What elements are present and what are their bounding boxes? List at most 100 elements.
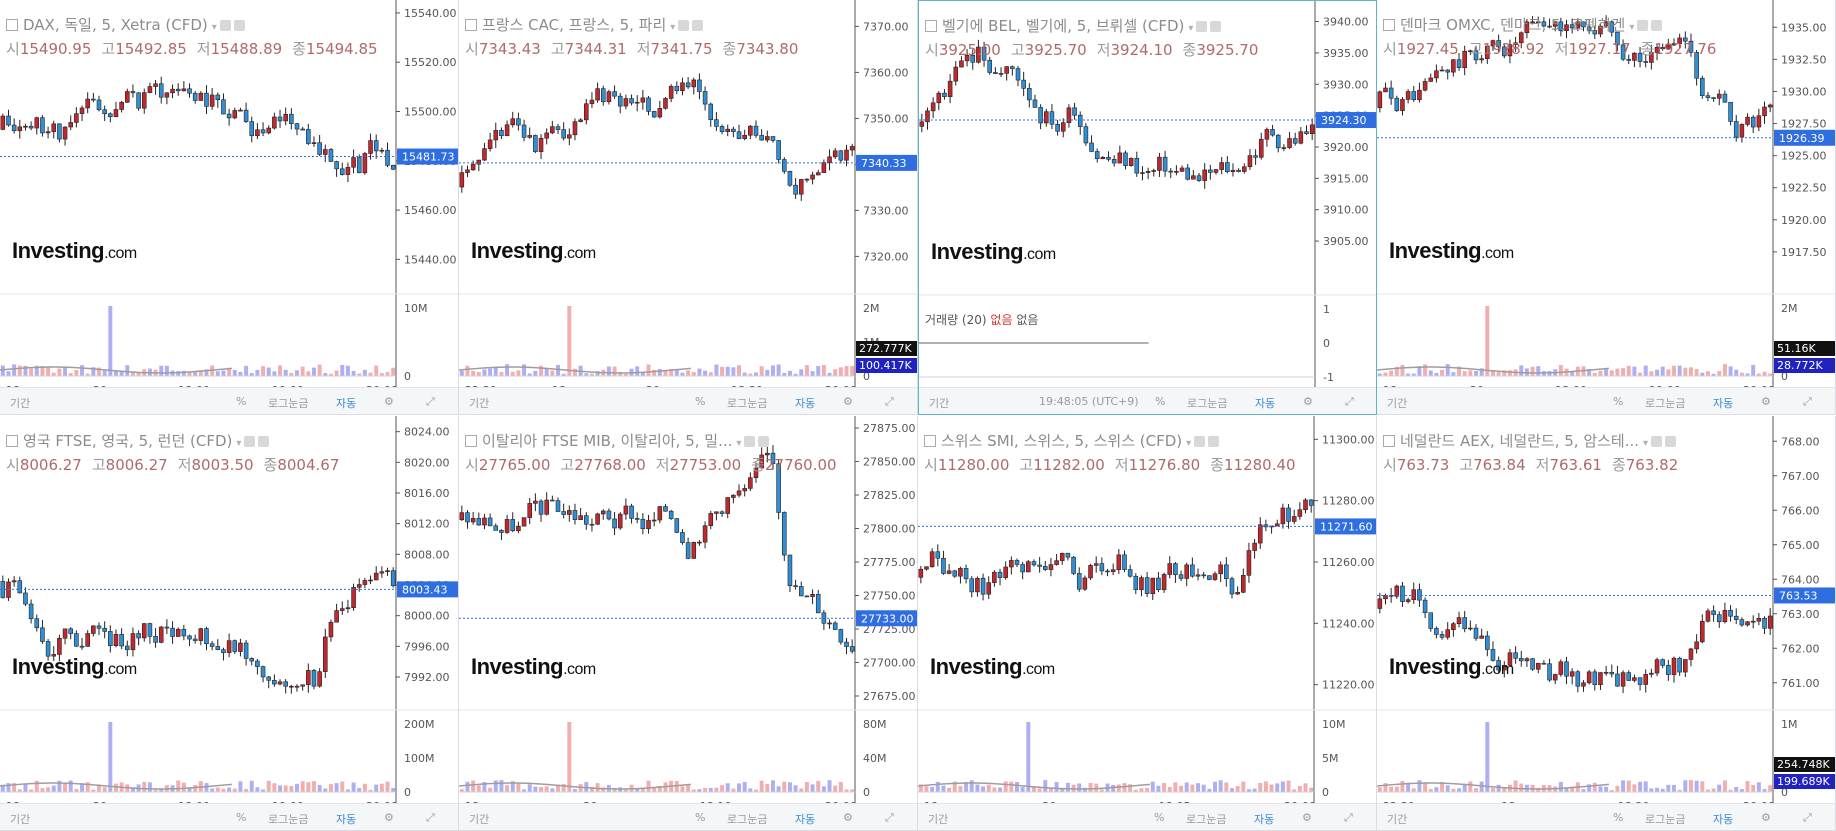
volume-bar: [725, 366, 730, 376]
chart-svg[interactable]: 7370.007360.007350.007340.007330.007320.…: [459, 0, 918, 415]
volume-bar: [527, 373, 532, 376]
candle-body: [844, 149, 849, 161]
volume-average-line: [918, 782, 1151, 790]
volume-tick-label: 10M: [1322, 718, 1346, 731]
candle-body: [946, 570, 952, 574]
chart-title[interactable]: 영국 FTSE, 영국, 5, 런던 (CFD) ▾: [6, 430, 270, 451]
candle-body: [1185, 167, 1190, 180]
candle-body: [1649, 52, 1654, 63]
volume-bar: [981, 786, 986, 792]
chart-svg[interactable]: 1935.00 1932.50 1930.00 1927.50 1925.00 1922.…: [1377, 0, 1836, 415]
candle-body: [1026, 561, 1031, 573]
chart-title[interactable]: 이탈리아 FTSE MIB, 이탈리아, 5, 밀... ▾: [465, 430, 770, 451]
volume-indicator-label[interactable]: 거래량 (20) 없음 없음: [925, 311, 1038, 328]
y-tick-label: 11300.00: [1322, 433, 1375, 446]
chart-title[interactable]: DAX, 독일, 5, Xetra (CFD) ▾: [6, 14, 245, 35]
candle-body: [1637, 52, 1643, 62]
volume-bar: [323, 788, 328, 792]
chart-panel[interactable]: 1935.00 1932.50 1930.00 1927.50 1925.00 1922.…: [1377, 0, 1836, 415]
volume-bar: [1020, 787, 1025, 792]
volume-average-line: [459, 366, 692, 374]
candle-body: [40, 627, 45, 642]
settings-icon: [1208, 436, 1220, 447]
candle-body: [11, 124, 17, 132]
volume-bar: [992, 787, 997, 792]
candle-body: [356, 157, 362, 174]
candle-body: [980, 577, 986, 595]
volume-bar: [1406, 782, 1411, 792]
volume-bar: [362, 783, 367, 792]
chart-title[interactable]: 네덜란드 AEX, 네덜란드, 5, 암스테... ▾: [1383, 430, 1677, 451]
candle-body: [776, 140, 781, 160]
ohlc-readout: 시763.73 고763.84 저763.61 종763.82: [1383, 454, 1688, 475]
candle-body: [742, 488, 747, 492]
chart-svg[interactable]: 8024.00 8020.00 8016.00 8012.00 8008.00 8004.…: [0, 416, 459, 831]
candle-body: [1586, 671, 1592, 684]
candle-body: [1552, 674, 1558, 681]
chart-panel[interactable]: 11300.00 11280.00 11260.00 11240.00 11220.00…: [918, 416, 1377, 831]
chart-svg[interactable]: 27875.00 27850.00 27825.00 27800.00 27775.00…: [459, 416, 918, 831]
chart-panel[interactable]: 27875.00 27850.00 27825.00 27800.00 27775.00…: [459, 416, 918, 831]
volume-bar: [601, 787, 606, 792]
investing-logo: Investing.com: [471, 654, 596, 680]
candle-body: [1049, 111, 1055, 125]
volume-bar: [754, 789, 758, 792]
chart-panel[interactable]: 7370.007360.007350.007340.007330.007320.…: [459, 0, 918, 415]
candle-body: [1722, 609, 1728, 623]
chart-title[interactable]: 스위스 SMI, 스위스, 5, 스위스 (CFD) ▾: [924, 430, 1220, 451]
chart-svg[interactable]: 15540.0015520.0015500.0015480.0015460.00…: [0, 0, 459, 415]
candle-body: [85, 98, 90, 109]
chart-title[interactable]: 벨기에 BEL, 벨기에, 5, 브뤼셀 (CFD) ▾: [925, 15, 1222, 36]
candle-body: [1173, 563, 1178, 576]
chart-title[interactable]: 덴마크 OMXC, 덴마크, 5, 코펜하겐 ▾: [1383, 14, 1663, 35]
candle-body: [1246, 550, 1252, 576]
candle-body: [1072, 107, 1077, 116]
volume-bar: [465, 781, 470, 792]
volume-bar: [1751, 784, 1756, 792]
volume-bar: [804, 782, 809, 792]
chart-panel[interactable]: 768.00 767.00 766.00 765.00 764.00 763.00 762.…: [1377, 416, 1836, 831]
chart-panel[interactable]: 15540.0015520.0015500.0015480.0015460.00…: [0, 0, 459, 415]
candle-body: [108, 631, 113, 647]
chart-panel[interactable]: 3940.00 3935.00 3930.00 3925.00 3920.00 3915.…: [918, 0, 1377, 415]
candle-body: [993, 72, 998, 75]
candle-body: [1581, 21, 1586, 28]
volume-bar: [1184, 782, 1189, 792]
candle-body: [130, 91, 136, 94]
candle-body: [238, 642, 243, 652]
volume-bar: [821, 786, 826, 792]
auto-scale-button: 자동: [1713, 397, 1734, 410]
volume-bar: [345, 365, 350, 376]
chart-svg[interactable]: 768.00 767.00 766.00 765.00 764.00 763.00 762.…: [1377, 416, 1836, 831]
y-tick-label: 3940.00: [1323, 16, 1369, 29]
candle-body: [838, 629, 844, 643]
volume-bar: [476, 372, 481, 376]
chart-svg[interactable]: 11300.00 11280.00 11260.00 11240.00 11220.00…: [918, 416, 1377, 831]
volume-bar: [714, 787, 719, 792]
volume-bar: [295, 370, 299, 376]
candle-body: [550, 499, 555, 502]
candle-body: [192, 92, 198, 101]
candle-body: [62, 628, 68, 639]
candle-body: [1479, 58, 1484, 61]
candle-body: [634, 518, 640, 520]
candle-body: [793, 585, 798, 588]
chart-svg[interactable]: 3940.00 3935.00 3930.00 3925.00 3920.00 3915.…: [919, 1, 1377, 415]
volume-bar: [1383, 783, 1388, 792]
candle-body: [1253, 155, 1258, 158]
candle-body: [714, 511, 719, 514]
volume-bar: [850, 366, 855, 376]
chart-title[interactable]: 프랑스 CAC, 프랑스, 5, 파리 ▾: [465, 14, 704, 35]
candle-body: [1258, 138, 1264, 158]
volume-bar: [1451, 788, 1456, 792]
volume-bar: [1739, 372, 1744, 376]
volume-bar: [323, 373, 328, 376]
volume-bar: [793, 785, 798, 792]
ohlc-key-c: 종: [1182, 41, 1197, 59]
volume-bar: [289, 372, 294, 376]
candle-body: [578, 119, 583, 122]
y-tick-label: 7330.00: [863, 204, 909, 217]
chart-panel[interactable]: 8024.00 8020.00 8016.00 8012.00 8008.00 8004.…: [0, 416, 459, 831]
ohlc-value-c: 27760.00: [764, 456, 837, 474]
candle-body: [249, 121, 255, 137]
